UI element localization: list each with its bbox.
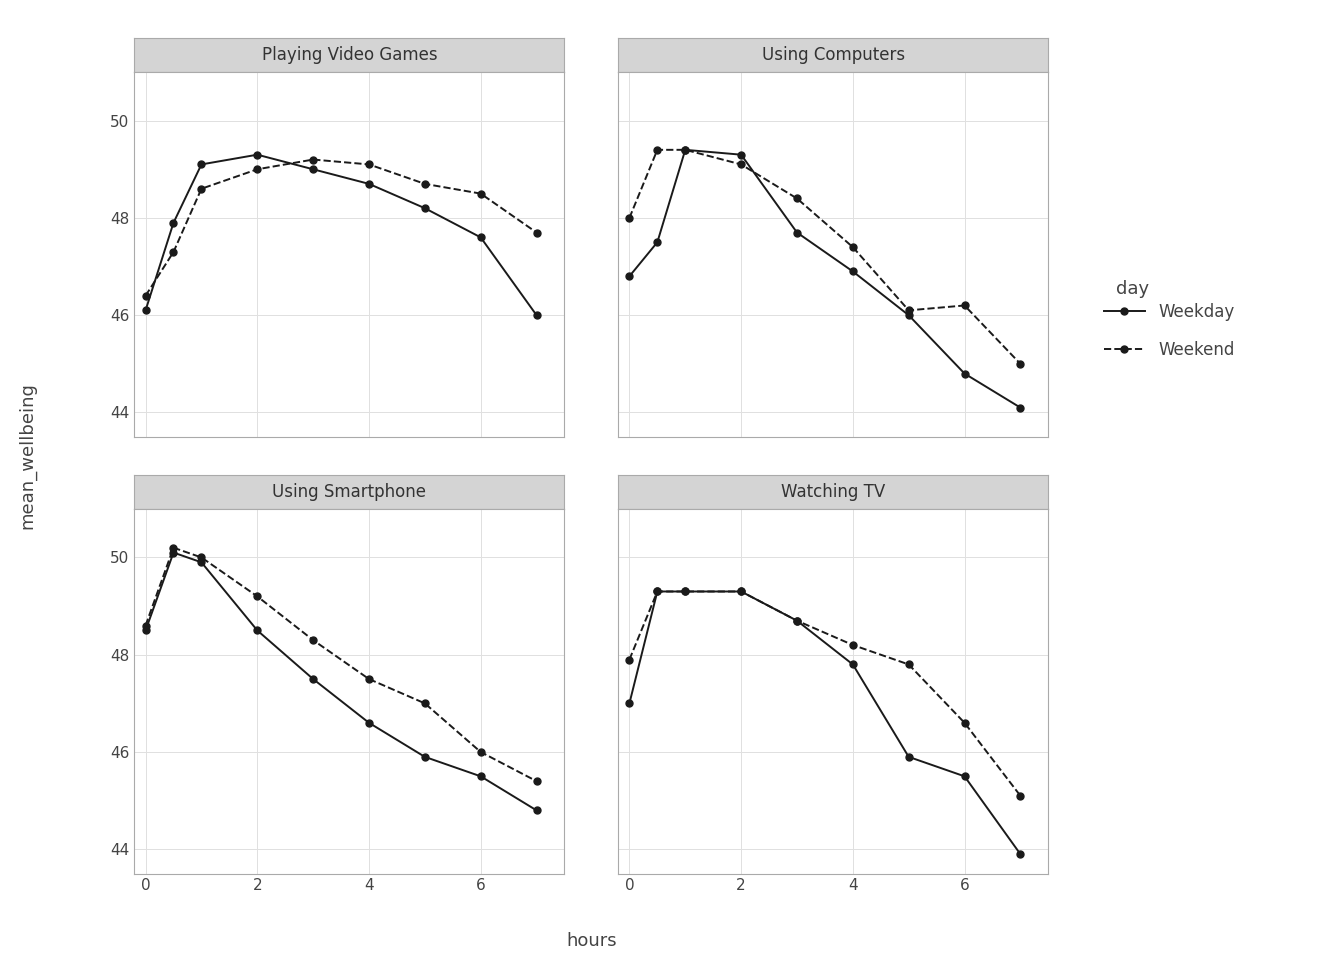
Text: mean_wellbeing: mean_wellbeing bbox=[17, 383, 36, 529]
Text: Watching TV: Watching TV bbox=[781, 483, 886, 501]
Text: Using Computers: Using Computers bbox=[762, 46, 905, 64]
Text: hours: hours bbox=[566, 932, 617, 949]
Legend: Weekday, Weekend: Weekday, Weekend bbox=[1097, 297, 1242, 366]
Text: Using Smartphone: Using Smartphone bbox=[273, 483, 426, 501]
Text: day: day bbox=[1116, 279, 1149, 298]
Text: Playing Video Games: Playing Video Games bbox=[262, 46, 437, 64]
